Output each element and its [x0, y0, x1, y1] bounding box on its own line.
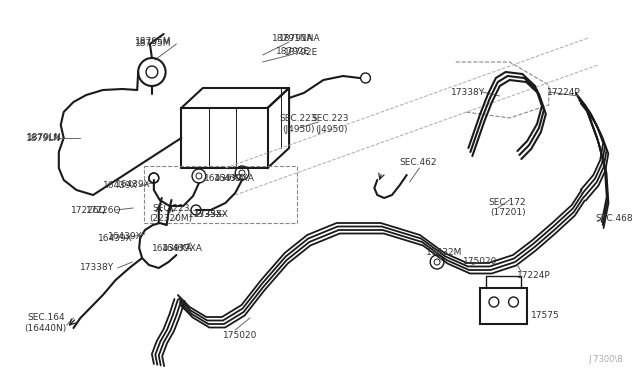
- Text: (J4950): (J4950): [316, 125, 348, 134]
- Text: (J4950): (J4950): [282, 125, 315, 134]
- Text: 18791NA: 18791NA: [273, 33, 314, 42]
- Text: 16439XA: 16439XA: [204, 173, 244, 183]
- Text: 17335X: 17335X: [194, 209, 229, 218]
- Text: SEC.164: SEC.164: [28, 314, 65, 323]
- Text: SEC.223: SEC.223: [279, 113, 317, 122]
- Text: SEC.223: SEC.223: [152, 203, 189, 212]
- Text: J 7300\8: J 7300\8: [588, 356, 623, 365]
- Text: 17532M: 17532M: [426, 247, 463, 257]
- Text: 16439XA: 16439XA: [214, 173, 255, 183]
- Text: 16439XA: 16439XA: [162, 244, 203, 253]
- Text: 1879LN: 1879LN: [26, 134, 60, 142]
- Text: (17201): (17201): [490, 208, 525, 217]
- Text: (16440N): (16440N): [24, 324, 67, 333]
- Text: 16439X: 16439X: [98, 234, 132, 243]
- Text: SEC.223: SEC.223: [312, 113, 349, 122]
- Text: 175020: 175020: [463, 257, 497, 266]
- Text: 1879LN: 1879LN: [28, 132, 62, 141]
- Text: 18795M: 18795M: [135, 36, 172, 45]
- Text: 16439X: 16439X: [108, 231, 143, 241]
- Text: 18795M: 18795M: [135, 38, 172, 48]
- Text: (22320M): (22320M): [149, 214, 192, 222]
- Text: 17226Q: 17226Q: [86, 205, 122, 215]
- Text: 17338Y: 17338Y: [81, 263, 115, 273]
- Text: 17224P: 17224P: [517, 270, 551, 279]
- Text: 18791NA: 18791NA: [279, 33, 321, 42]
- Text: 18792E: 18792E: [276, 46, 310, 55]
- Text: SEC.462: SEC.462: [400, 157, 437, 167]
- Text: 16439X: 16439X: [116, 180, 150, 189]
- Text: 17226Q: 17226Q: [70, 205, 106, 215]
- Text: 175020: 175020: [223, 330, 258, 340]
- Text: SEC.172: SEC.172: [488, 198, 525, 206]
- Text: 17224P: 17224P: [547, 87, 580, 96]
- Text: 17575: 17575: [531, 311, 560, 321]
- Text: 17335X: 17335X: [188, 209, 223, 218]
- Text: SEC.468: SEC.468: [596, 214, 634, 222]
- Text: 18792E: 18792E: [284, 48, 319, 57]
- Bar: [480, 288, 527, 324]
- Text: 16439XA: 16439XA: [152, 244, 193, 253]
- Text: 16439X: 16439X: [103, 180, 138, 189]
- Text: 17338Y: 17338Y: [451, 87, 485, 96]
